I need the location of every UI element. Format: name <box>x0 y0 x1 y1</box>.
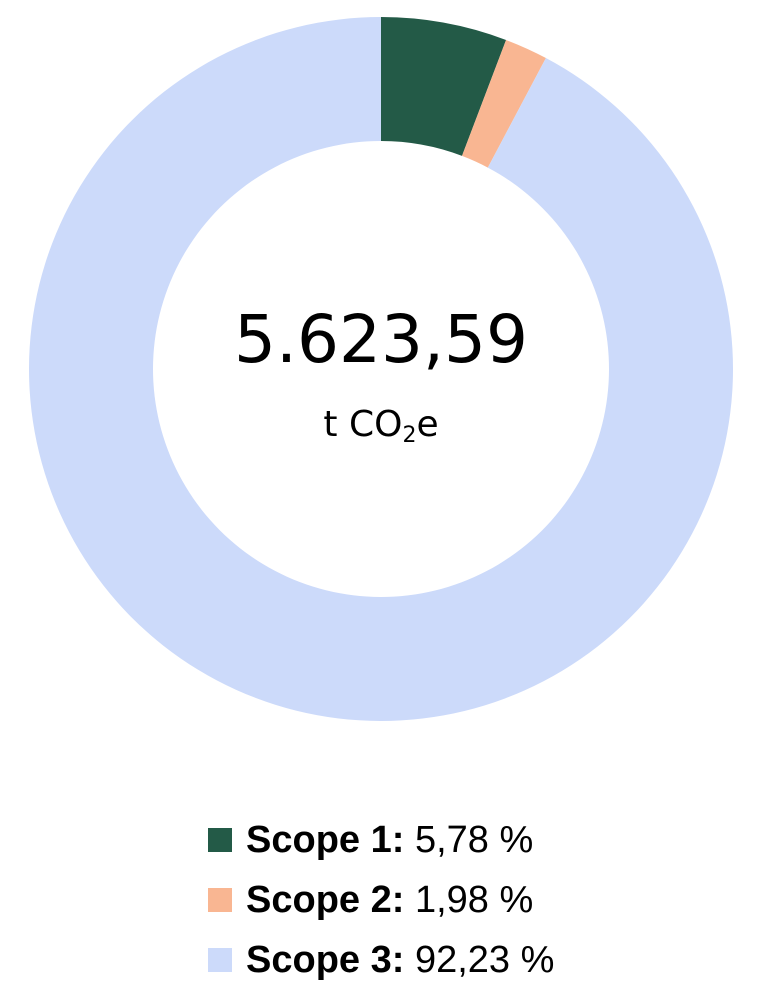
unit-subscript: 2 <box>402 423 416 448</box>
legend-text-scope-1: Scope 1: 5,78 % <box>246 818 534 861</box>
legend-text-scope-3: Scope 3: 92,23 % <box>246 938 555 981</box>
donut-slice-scope-3 <box>28 17 734 721</box>
legend-swatch-scope-1 <box>208 828 232 852</box>
legend-item-scope-2: Scope 2: 1,98 % <box>208 870 554 930</box>
chart-legend: Scope 1: 5,78 % Scope 2: 1,98 % Scope 3:… <box>208 810 554 990</box>
unit-prefix: t CO <box>323 404 402 445</box>
legend-value-scope-2: 1,98 % <box>414 878 534 921</box>
legend-name-scope-3: Scope 3 <box>246 938 392 981</box>
donut-slice-scope-1 <box>381 17 507 156</box>
legend-item-scope-1: Scope 1: 5,78 % <box>208 810 554 870</box>
legend-swatch-scope-2 <box>208 888 232 912</box>
donut-slice-scope-2 <box>462 39 546 168</box>
total-emissions-value: 5.623,59 <box>234 301 528 378</box>
donut-slices <box>28 17 734 721</box>
legend-value-scope-1: 5,78 % <box>414 818 534 861</box>
donut-chart: 5.623,59 t CO2e <box>28 17 734 721</box>
legend-swatch-scope-3 <box>208 948 232 972</box>
unit-suffix: e <box>416 404 438 445</box>
legend-item-scope-3: Scope 3: 92,23 % <box>208 930 554 990</box>
legend-name-scope-1: Scope 1 <box>246 818 392 861</box>
legend-value-scope-3: 92,23 % <box>414 938 555 981</box>
legend-name-scope-2: Scope 2 <box>246 878 392 921</box>
total-emissions-unit: t CO2e <box>323 404 438 448</box>
legend-text-scope-2: Scope 2: 1,98 % <box>246 878 534 921</box>
